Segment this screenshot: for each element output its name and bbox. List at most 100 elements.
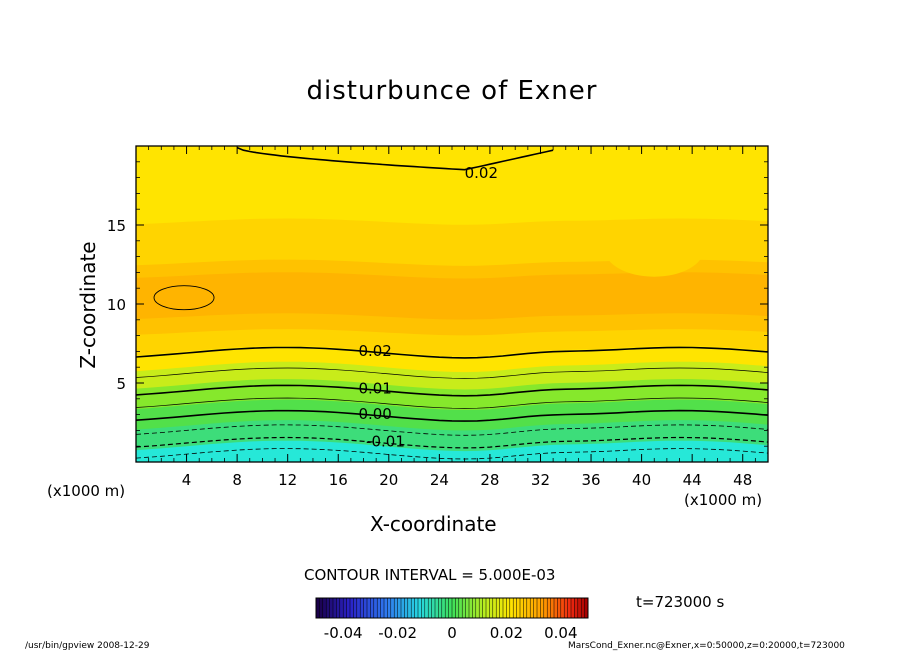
time-label: t=723000 s (636, 593, 725, 611)
colorbar-cell (370, 598, 375, 618)
colorbar-cell (475, 598, 480, 618)
y-axis-label: Z-coordinate (76, 241, 100, 369)
colorbar-cell (499, 598, 504, 618)
colorbar-cell (516, 598, 521, 618)
colorbar-cell (333, 598, 337, 618)
contour-line (136, 346, 768, 359)
contour-line (153, 285, 215, 311)
colorbar-cell (462, 598, 466, 618)
footer-left: /usr/bin/gpview 2008-12-29 (25, 641, 150, 651)
colorbar-cell (356, 598, 361, 618)
colorbar-cell (367, 598, 371, 618)
x-tick-label: 12 (278, 471, 297, 489)
colorbar-cell (407, 598, 412, 618)
x-tick-label: 8 (232, 471, 242, 489)
colorbar-cell (322, 598, 327, 618)
colorbar-cell (360, 598, 364, 618)
colorbar-cell (526, 598, 531, 618)
colorbar-cell (509, 598, 514, 618)
colorbar-cell (455, 598, 460, 618)
colorbar-cell (319, 598, 324, 618)
colorbar-cell (567, 598, 572, 618)
colorbar-cell (543, 598, 548, 618)
x-unit-left: (x1000 m) (47, 482, 126, 500)
chart-title: disturbunce of Exner (306, 76, 598, 106)
y-tick-label: 5 (116, 375, 126, 393)
colorbar-cell (380, 598, 385, 618)
colorbar-cell (441, 598, 446, 618)
colorbar-cell (584, 598, 589, 618)
colorbar-cell (554, 598, 558, 618)
contour-label: 0.02 (465, 164, 498, 182)
colorbar-cell (523, 598, 528, 618)
colorbar-cell (384, 598, 388, 618)
contour-line (136, 436, 768, 449)
contour-label: 0.01 (358, 380, 391, 398)
colorbar-cell (411, 598, 415, 618)
contour-line (136, 367, 768, 379)
colorbar-cell (448, 598, 453, 618)
y-tick-label: 15 (107, 217, 126, 235)
colorbar-cell (506, 598, 511, 618)
colorbar-cell (353, 598, 358, 618)
colorbar-tick-label: 0.04 (544, 624, 577, 642)
band-blob (604, 220, 705, 277)
colorbar-cell (418, 598, 422, 618)
x-tick-label: 28 (480, 471, 499, 489)
colorbar-cell (326, 598, 330, 618)
x-tick-label: 48 (733, 471, 752, 489)
x-tick-label: 4 (182, 471, 192, 489)
colorbar-tick-label: -0.04 (324, 624, 363, 642)
colorbar-cell (520, 598, 524, 618)
colorbar-cell (564, 598, 568, 618)
x-tick-label: 16 (329, 471, 348, 489)
colorbar-cell (530, 598, 534, 618)
colorbar-cell (397, 598, 402, 618)
colorbar-cell (469, 598, 473, 618)
y-tick-label: 10 (107, 296, 126, 314)
x-tick-label: 24 (430, 471, 449, 489)
colorbar-cell (346, 598, 351, 618)
colorbar-cell (537, 598, 541, 618)
colorbar-cell (363, 598, 368, 618)
colorbar-cell (350, 598, 354, 618)
colorbar-tick-label: -0.02 (378, 624, 417, 642)
colorbar-cell (547, 598, 551, 618)
contour-interval-label: CONTOUR INTERVAL = 5.000E-03 (304, 566, 556, 584)
colorbar-cell (482, 598, 487, 618)
colorbar-cell (445, 598, 449, 618)
colorbar-cell (390, 598, 395, 618)
colorbar-cell (574, 598, 579, 618)
colorbar-cell (513, 598, 517, 618)
x-tick-label: 40 (632, 471, 651, 489)
contour-line (136, 384, 768, 397)
colorbar-cell (394, 598, 398, 618)
colorbar-tick-label: 0 (447, 624, 457, 642)
contour-line (136, 409, 768, 422)
colorbar-cell (533, 598, 538, 618)
colorbar-cell (421, 598, 426, 618)
colorbar-cell (550, 598, 555, 618)
colorbar-cell (465, 598, 470, 618)
colorbar-cell (557, 598, 562, 618)
colorbar-cell (452, 598, 456, 618)
colorbar-cell (329, 598, 334, 618)
colorbar-cell (577, 598, 582, 618)
colorbar-cell (377, 598, 381, 618)
x-tick-label: 32 (531, 471, 550, 489)
contour-label: 0.02 (358, 342, 391, 360)
x-axis-label: X-coordinate (370, 512, 497, 536)
footer-right: MarsCond_Exner.nc@Exner,x=0:50000,z=0:20… (568, 641, 845, 651)
colorbar-cell (479, 598, 483, 618)
colorbar-cell (387, 598, 392, 618)
colorbar-cell (560, 598, 565, 618)
colorbar-cell (496, 598, 500, 618)
colorbar-cell (404, 598, 409, 618)
colorbar-cell (489, 598, 494, 618)
x-tick-label: 44 (683, 471, 702, 489)
colorbar-frame (315, 597, 589, 619)
colorbar-cell (428, 598, 432, 618)
contour-line (136, 397, 768, 409)
colorbar-cell (486, 598, 490, 618)
